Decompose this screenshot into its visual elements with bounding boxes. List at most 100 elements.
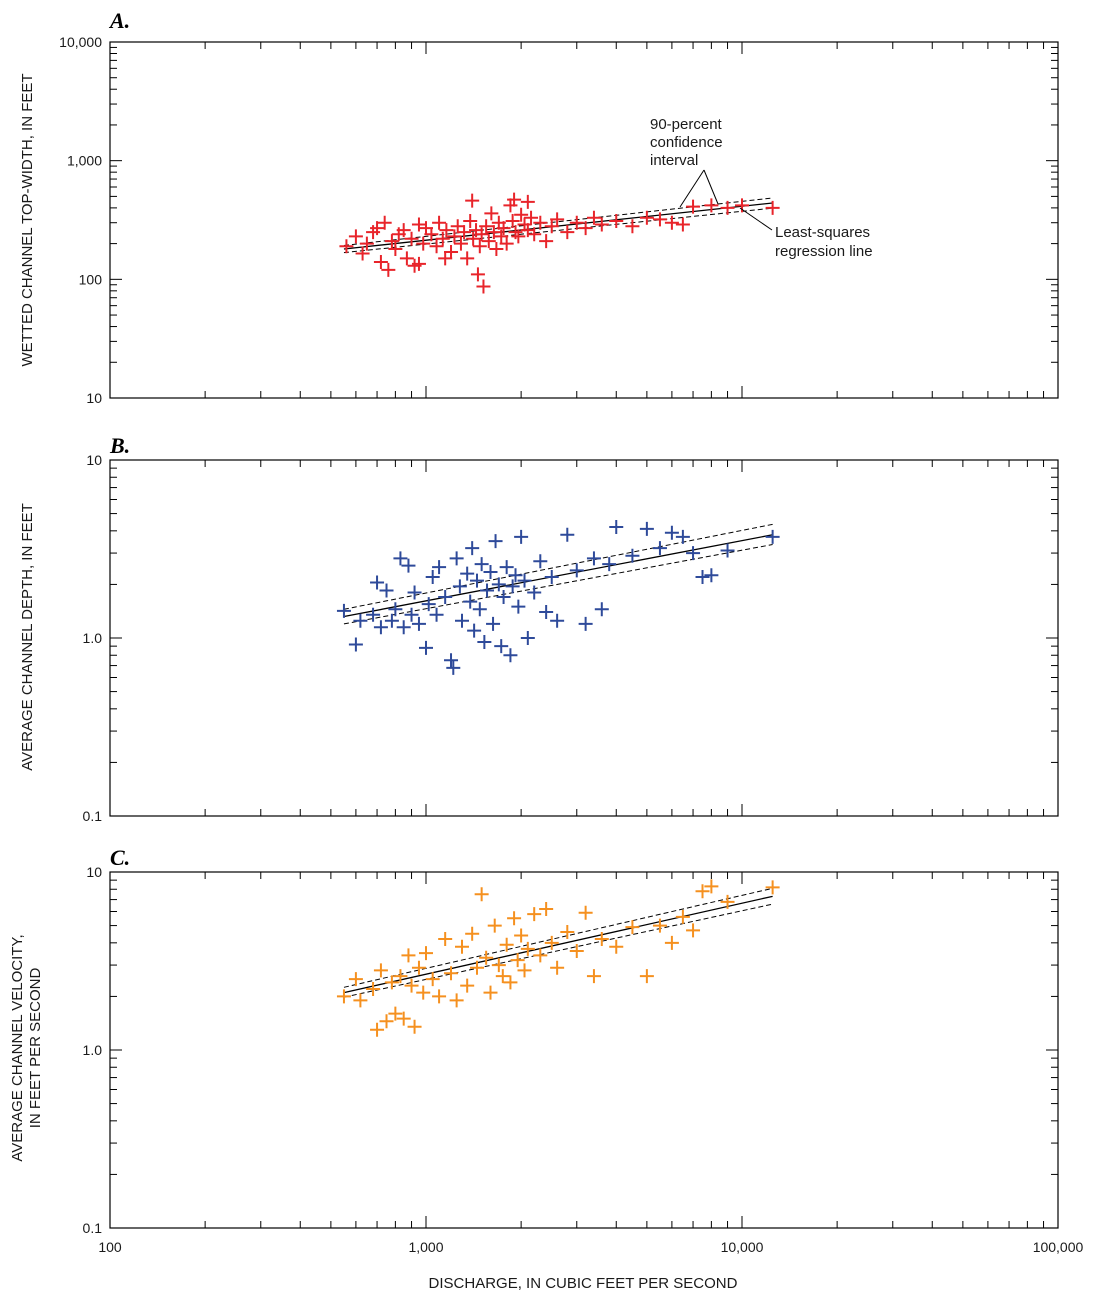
panel-b-data-point xyxy=(353,613,368,628)
panel-c-data-point xyxy=(514,928,529,943)
panel-c-data-point xyxy=(411,960,426,975)
panel-a-data-point xyxy=(484,206,499,221)
panel-a-data-point xyxy=(664,215,679,230)
panel-a-data-point xyxy=(396,223,411,238)
panel-a-y-tick-label: 1,000 xyxy=(67,153,102,169)
panel-b-data-point xyxy=(483,564,498,579)
panel-c-y-tick-label: 0.1 xyxy=(83,1220,103,1236)
panel-c-data-point xyxy=(675,909,690,924)
panel-a-data-point xyxy=(411,256,426,271)
panel-b-data-point xyxy=(652,541,667,556)
panel-b-data-point xyxy=(477,634,492,649)
panel-b-data-point xyxy=(384,613,399,628)
panel-c-data-point xyxy=(594,932,609,947)
panel-a-frame xyxy=(109,41,1059,399)
panel-a-letter: A. xyxy=(108,8,130,33)
panel-c-data-point xyxy=(487,918,502,933)
panel-c-data-point xyxy=(560,925,575,940)
panel-b-data-point xyxy=(686,546,701,561)
panel-a-y-tick-label: 100 xyxy=(79,271,103,287)
panel-a-data-point xyxy=(444,244,459,259)
panel-b-data-point xyxy=(438,589,453,604)
panel-b-data-point xyxy=(505,579,520,594)
panel-c-data-point xyxy=(432,989,447,1004)
panel-b-data-point xyxy=(609,520,624,535)
panel-c-data-point xyxy=(652,918,667,933)
panel-a-data-point xyxy=(447,229,462,244)
panel-c-data-point xyxy=(550,960,565,975)
panel-c-data-point xyxy=(517,963,532,978)
panel-b-data-point xyxy=(539,604,554,619)
panel-c-data-point xyxy=(438,932,453,947)
panel-a-data-point xyxy=(765,200,780,215)
panel-c-data-point xyxy=(499,937,514,952)
panel-c-data-point xyxy=(449,993,464,1008)
panel-a-data-point xyxy=(524,210,539,225)
panel-a-data-point xyxy=(479,219,494,234)
panel-b-data-point xyxy=(544,570,559,585)
panel-c-plot: 0.1 1.0 10 100 1,000 10,000 100,000 xyxy=(83,864,1084,1255)
panel-b-data-point xyxy=(586,551,601,566)
panel-b-data-point xyxy=(401,558,416,573)
panel-a-data-point xyxy=(399,251,414,266)
panel-a-data-point xyxy=(411,217,426,232)
panel-a-data-point xyxy=(499,236,514,251)
x-tick-label: 10,000 xyxy=(721,1239,764,1255)
panel-b-data-point xyxy=(494,639,509,654)
panel-a-data-point xyxy=(388,242,403,257)
panel-a-data-point xyxy=(416,236,431,251)
panel-b-data-point xyxy=(503,648,518,663)
panel-c-data-point xyxy=(469,960,484,975)
x-tick-label: 1,000 xyxy=(408,1239,443,1255)
panel-a-data-point xyxy=(675,217,690,232)
panel-a-data-point xyxy=(370,221,385,236)
panel-b-data-point xyxy=(480,583,495,598)
panel-a-data-point xyxy=(533,215,548,230)
panel-a-data-point xyxy=(359,236,374,251)
x-tick-label: 100,000 xyxy=(1033,1239,1084,1255)
panel-b-y-axis-title: AVERAGE CHANNEL DEPTH, IN FEET xyxy=(19,503,36,771)
panel-b-data-point xyxy=(472,602,487,617)
panel-b-data-point xyxy=(514,529,529,544)
panel-b-data-point xyxy=(449,551,464,566)
panel-a-data-point xyxy=(496,221,511,236)
panel-a-data-point xyxy=(520,194,535,209)
panel-c-data-point xyxy=(578,905,593,920)
panel-c-data-point xyxy=(495,969,510,984)
panel-a-data-point xyxy=(550,212,565,227)
panel-b-data-point xyxy=(463,594,478,609)
panel-b-data-point xyxy=(373,620,388,635)
panel-c-data-point xyxy=(465,926,480,941)
panel-b-data-point xyxy=(765,529,780,544)
panel-b-data-point xyxy=(664,525,679,540)
panel-a-data-point xyxy=(472,239,487,254)
panel-b-data-point xyxy=(550,613,565,628)
panel-c-data-point xyxy=(491,958,506,973)
panel-c-data-point xyxy=(507,911,522,926)
panel-b-data-point xyxy=(486,616,501,631)
panel-b-data-point xyxy=(474,557,489,572)
panel-b-data-point xyxy=(379,583,394,598)
panel-a-data-point xyxy=(569,215,584,230)
x-axis-title: DISCHARGE, IN CUBIC FEET PER SECOND xyxy=(429,1275,738,1292)
panel-c-data-point xyxy=(520,941,535,956)
panel-c-data-point xyxy=(336,989,351,1004)
panel-a-data-point xyxy=(432,215,447,230)
panel-c-data-point xyxy=(765,880,780,895)
panel-b: B. 0.1 1.0 10 AVERAGE CHANNEL DEPTH, IN FE… xyxy=(19,433,1059,824)
panel-a-data-point xyxy=(463,214,478,229)
panel-b-data-point xyxy=(366,607,381,622)
panel-c-data-point xyxy=(401,948,416,963)
panel-b-plot: 0.1 1.0 10 xyxy=(83,452,1059,824)
panel-b-data-point xyxy=(720,543,735,558)
panel-b-data-point xyxy=(625,548,640,563)
panel-a-data-point xyxy=(438,251,453,266)
panel-b-y-tick-label: 0.1 xyxy=(83,808,103,824)
panel-a-data-point xyxy=(474,227,489,242)
panel-c-ci-upper-line xyxy=(343,887,773,988)
panel-a-data-point xyxy=(381,262,396,277)
panel-a-data-point xyxy=(465,193,480,208)
panel-a-data-point xyxy=(539,234,554,249)
panel-c-frame xyxy=(109,871,1059,1229)
panel-a-data-point xyxy=(507,192,522,207)
